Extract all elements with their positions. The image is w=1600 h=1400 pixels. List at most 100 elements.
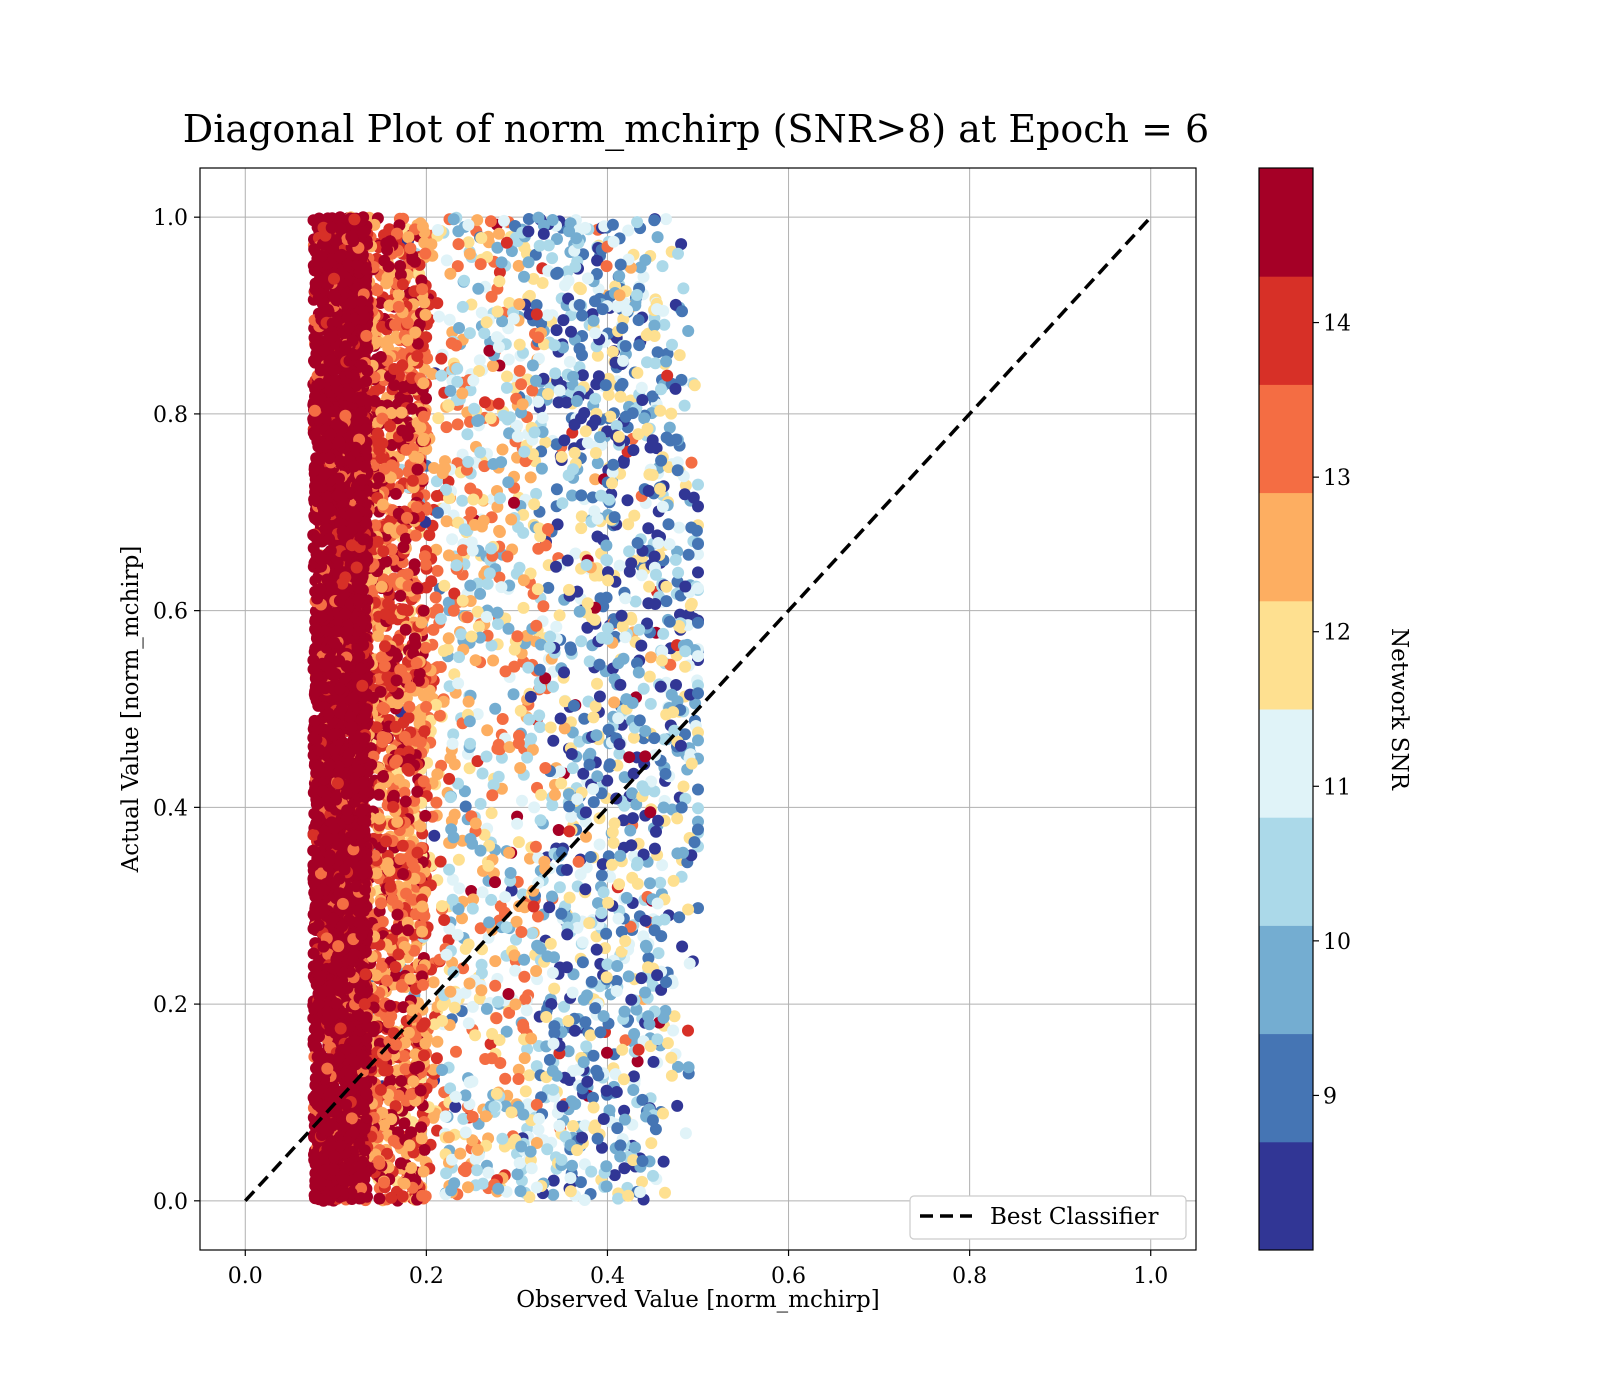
data-point [462,1017,475,1030]
data-point [674,739,687,752]
data-point [620,891,633,904]
data-point [376,701,389,714]
data-point [623,545,636,558]
data-point [492,1182,505,1195]
data-point [580,1040,593,1053]
data-point [418,1017,431,1030]
data-point [642,484,655,497]
data-point [396,1190,409,1203]
data-point [622,518,635,531]
data-point [624,920,637,933]
data-point [409,1062,422,1075]
data-point [648,785,661,798]
data-point [685,757,698,770]
data-point [398,1177,411,1190]
data-point [562,1015,575,1027]
data-point [644,877,656,890]
data-point [492,738,505,751]
data-point [571,921,584,934]
data-point [572,855,585,868]
data-point [451,928,464,941]
data-point [672,566,685,579]
data-point [654,404,667,417]
data-point [517,574,530,587]
data-point [670,679,682,691]
data-point [551,518,564,531]
data-point [550,560,562,573]
data-point [514,762,527,774]
data-point [553,609,566,622]
data-point [648,924,661,937]
data-point [596,858,609,871]
data-point [539,762,552,774]
data-point [456,594,469,607]
data-point [546,890,558,903]
data-point [573,281,586,294]
data-point [590,943,603,956]
data-point [419,308,432,321]
data-point [573,342,586,355]
data-point [416,283,429,296]
data-point [406,382,419,395]
data-point [483,567,496,580]
data-point [547,1188,560,1201]
data-point [621,304,634,317]
data-point [495,456,508,469]
data-point [678,488,691,501]
data-point [561,265,574,278]
data-point [580,559,593,571]
data-point [658,318,671,331]
data-point [533,721,546,734]
data-point [543,641,556,654]
data-point [513,900,526,913]
data-point [444,267,457,280]
data-point [493,524,506,537]
data-point [565,325,577,338]
data-point [385,459,398,472]
data-point [577,1056,590,1069]
data-point [593,690,606,703]
data-point [652,814,665,827]
data-point [451,260,464,273]
data-point [565,643,577,656]
data-point [488,1101,501,1113]
data-point [558,1000,571,1013]
data-point [466,1000,479,1013]
data-point [692,566,704,579]
data-point [642,961,654,974]
data-point [466,544,479,557]
data-point [384,420,396,433]
data-point [659,1004,672,1017]
data-point [639,725,652,737]
data-point [592,1069,605,1082]
data-point [560,863,573,876]
data-point [537,219,550,232]
data-point [411,785,424,798]
data-point [513,1157,526,1169]
data-point [390,674,403,687]
data-point [658,913,671,926]
data-point [418,236,431,249]
data-point [555,777,568,790]
data-point [555,450,568,463]
data-point [626,787,639,800]
data-point [397,868,409,880]
data-point [591,254,604,267]
data-point [441,643,454,656]
data-point [627,1070,640,1083]
data-point [428,829,441,842]
data-point [477,514,490,527]
data-point [418,1049,430,1062]
data-point [483,916,496,929]
data-point [472,620,485,633]
data-point [457,962,470,975]
data-point [476,1177,489,1190]
data-point [579,806,592,819]
data-point [648,550,661,563]
data-point [602,896,615,909]
data-point [692,687,704,700]
data-point [531,939,544,952]
data-point [632,428,645,441]
data-point [627,767,640,780]
data-point [603,758,616,771]
